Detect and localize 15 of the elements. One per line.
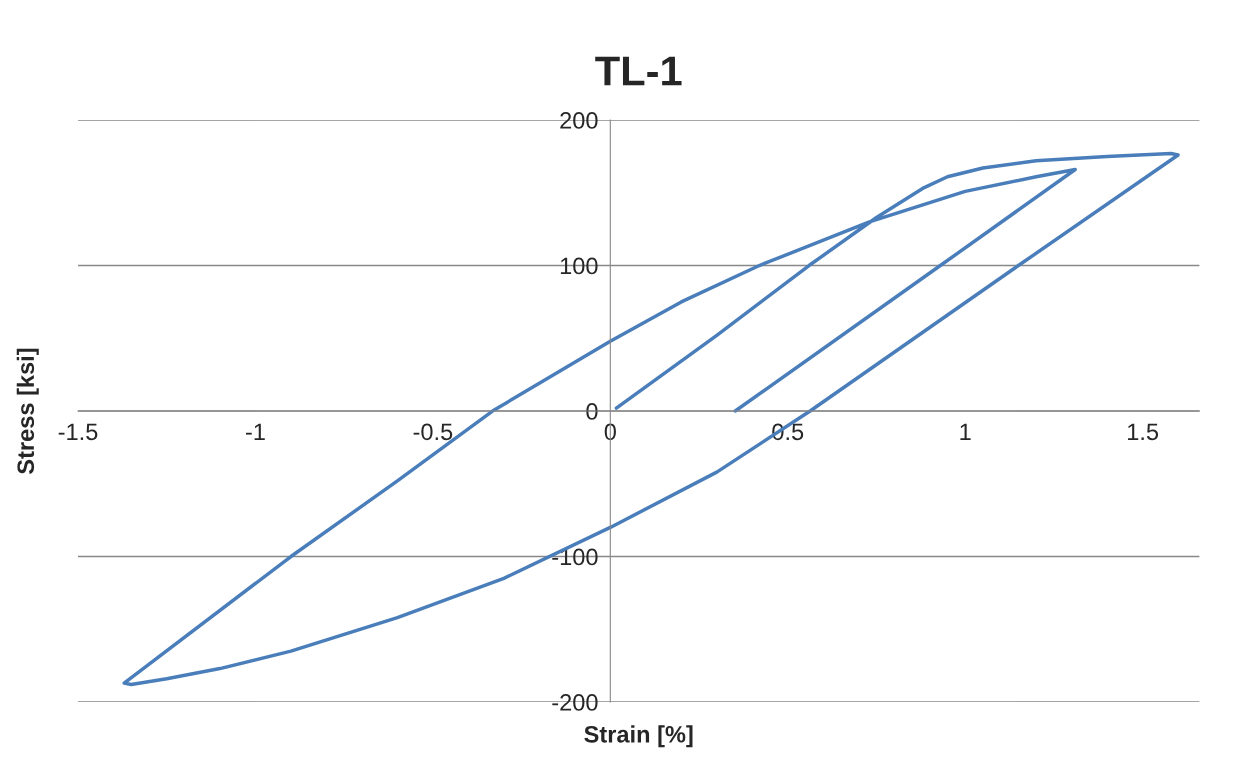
x-tick-label: 1.5 (1128, 423, 1159, 441)
y-tick-label: -200 (552, 694, 598, 711)
y-axis-title: Stress [ksi] (16, 348, 39, 474)
x-tick-label: 0 (604, 423, 616, 441)
x-tick-label: -0.5 (413, 423, 453, 441)
x-tick-label: -1.5 (58, 423, 98, 441)
y-tick-label: 0 (586, 403, 598, 420)
x-axis-title: Strain [%] (584, 725, 693, 748)
x-tick-label: -1 (245, 423, 265, 440)
y-tick-label: -100 (552, 548, 598, 566)
chart-title: TL-1 (595, 56, 682, 86)
y-tick-label: 100 (560, 257, 598, 275)
x-tick-label: 1 (960, 423, 971, 440)
y-tick-label: 200 (560, 112, 598, 129)
line-series (122, 151, 1180, 687)
